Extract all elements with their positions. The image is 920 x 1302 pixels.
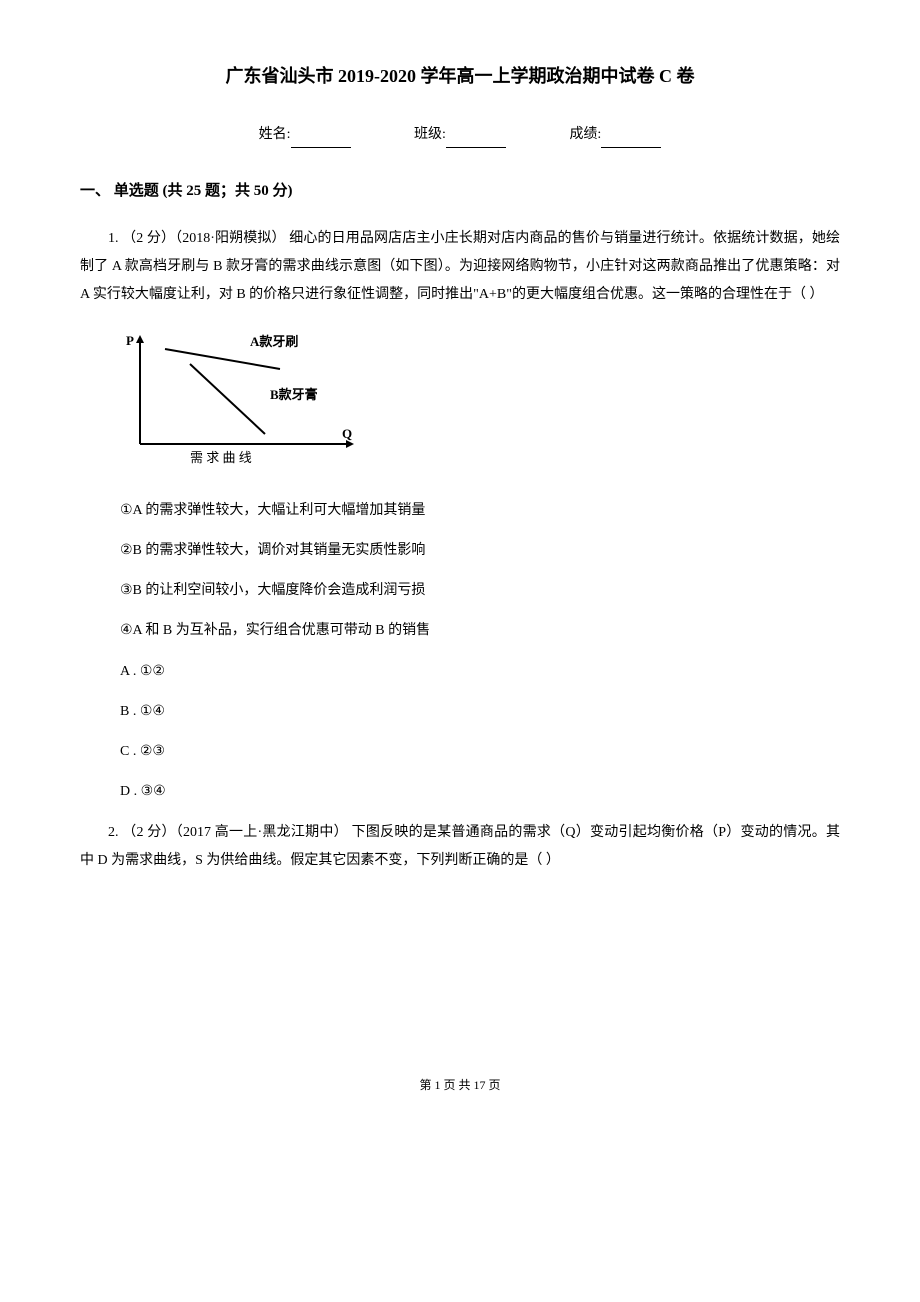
- class-blank: [446, 134, 506, 148]
- chart-svg: P Q A款牙刷 B款牙膏需 求 曲 线: [120, 329, 360, 469]
- score-field: 成绩:: [569, 122, 661, 147]
- exam-title: 广东省汕头市 2019-2020 学年高一上学期政治期中试卷 C 卷: [80, 60, 840, 92]
- option-b: B . ①④: [120, 699, 840, 724]
- question-1-text: 1. （2 分）（2018·阳朔模拟） 细心的日用品网店店主小庄长期对店内商品的…: [80, 225, 840, 309]
- option-a: A . ①②: [120, 659, 840, 684]
- statement-2: ②B 的需求弹性较大，调价对其销量无实质性影响: [120, 538, 840, 563]
- question-2: 2. （2 分）（2017 高一上·黑龙江期中） 下图反映的是某普通商品的需求（…: [80, 819, 840, 875]
- statement-3: ③B 的让利空间较小，大幅度降价会造成利润亏损: [120, 578, 840, 603]
- svg-text:B款牙膏: B款牙膏: [270, 387, 318, 402]
- statement-4: ④A 和 B 为互补品，实行组合优惠可带动 B 的销售: [120, 618, 840, 643]
- option-d: D . ③④: [120, 779, 840, 804]
- name-blank: [291, 134, 351, 148]
- svg-text:Q: Q: [342, 426, 352, 441]
- name-field: 姓名:: [259, 122, 351, 147]
- score-blank: [601, 134, 661, 148]
- class-field: 班级:: [414, 122, 506, 147]
- svg-text:A款牙刷: A款牙刷: [250, 334, 298, 349]
- class-label: 班级:: [414, 127, 446, 142]
- question-2-text: 2. （2 分）（2017 高一上·黑龙江期中） 下图反映的是某普通商品的需求（…: [80, 819, 840, 875]
- section-heading: 一、 单选题 (共 25 题；共 50 分): [80, 178, 840, 205]
- demand-curve-chart: P Q A款牙刷 B款牙膏需 求 曲 线: [120, 329, 840, 478]
- score-label: 成绩:: [569, 127, 601, 142]
- svg-text:需 求 曲 线: 需 求 曲 线: [190, 450, 252, 465]
- student-info-row: 姓名: 班级: 成绩:: [80, 122, 840, 147]
- statement-1: ①A 的需求弹性较大，大幅让利可大幅增加其销量: [120, 498, 840, 523]
- page-footer: 第 1 页 共 17 页: [80, 1075, 840, 1097]
- option-c: C . ②③: [120, 739, 840, 764]
- question-1: 1. （2 分）（2018·阳朔模拟） 细心的日用品网店店主小庄长期对店内商品的…: [80, 225, 840, 309]
- svg-text:P: P: [126, 333, 134, 348]
- name-label: 姓名:: [259, 127, 291, 142]
